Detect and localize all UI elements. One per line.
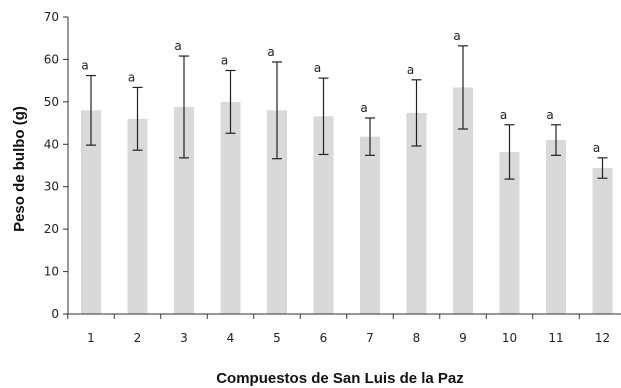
x-tick-label-6: 6 — [320, 331, 328, 345]
x-tick-label-2: 2 — [134, 331, 142, 345]
bar-3 — [174, 106, 194, 314]
significance-label-8: a — [407, 63, 414, 77]
x-tick-label-12: 12 — [595, 331, 610, 345]
bar-5 — [267, 110, 287, 314]
significance-label-1: a — [81, 59, 88, 73]
x-tick-labels-layer: 1 2 3 4 5 6 7 8 9 10 11 12 — [87, 331, 610, 345]
bars-layer — [81, 87, 613, 314]
x-tick-label-5: 5 — [273, 331, 281, 345]
significance-label-9: a — [453, 29, 460, 43]
error-bar-5 — [272, 61, 282, 160]
significance-label-6: a — [314, 61, 321, 75]
error-bar-3 — [179, 55, 189, 159]
x-tick-label-8: 8 — [413, 331, 421, 345]
bar-10 — [499, 151, 520, 314]
bar-6 — [313, 116, 334, 314]
bar-12 — [592, 168, 613, 314]
significance-label-2: a — [128, 70, 135, 84]
bar-7 — [360, 136, 380, 314]
x-tick-label-7: 7 — [366, 331, 374, 345]
error-bar-2 — [132, 86, 143, 151]
y-tick-label-40: 40 — [44, 137, 59, 151]
bar-9 — [453, 87, 473, 314]
y-tick-label-50: 50 — [44, 95, 59, 109]
significance-label-10: a — [500, 108, 507, 122]
significance-label-5: a — [267, 45, 274, 59]
x-tick-label-10: 10 — [502, 331, 517, 345]
x-tick-label-9: 9 — [459, 331, 467, 345]
error-bar-12 — [597, 157, 608, 179]
significance-label-12: a — [593, 141, 600, 155]
x-tick-label-1: 1 — [87, 331, 95, 345]
significance-label-3: a — [174, 39, 181, 53]
error-bar-10 — [504, 124, 515, 180]
error-bar-8 — [411, 79, 422, 147]
bar-11 — [546, 140, 566, 314]
x-axis-title: Compuestos de San Luis de la Paz — [216, 370, 464, 387]
y-tick-label-60: 60 — [44, 52, 59, 66]
significance-label-7: a — [360, 101, 367, 115]
y-tick-label-20: 20 — [44, 222, 59, 236]
bar-2 — [127, 118, 148, 314]
error-bar-4 — [225, 69, 236, 134]
error-bar-9 — [458, 45, 468, 130]
axes-layer — [63, 16, 621, 319]
x-tick-label-4: 4 — [227, 331, 235, 345]
y-tick-label-10: 10 — [44, 265, 59, 279]
significance-labels-layer: a a a a a a a a a a a a — [81, 29, 600, 155]
y-tick-label-30: 30 — [44, 180, 59, 194]
significance-label-11: a — [546, 108, 553, 122]
y-axis-title: Peso de bulbo (g) — [11, 106, 28, 232]
y-tick-label-70: 70 — [44, 10, 59, 24]
error-bar-6 — [318, 77, 329, 156]
bar-4 — [220, 101, 241, 314]
x-tick-label-11: 11 — [548, 331, 563, 345]
error-bars-layer — [86, 45, 608, 180]
bar-8 — [406, 112, 427, 314]
error-bar-11 — [551, 124, 561, 156]
error-bar-7 — [365, 117, 375, 156]
x-tick-label-3: 3 — [180, 331, 188, 345]
y-tick-label-0: 0 — [51, 307, 59, 321]
significance-label-4: a — [221, 53, 228, 67]
error-bar-1 — [86, 74, 96, 146]
bar-1 — [81, 110, 101, 314]
y-tick-labels-layer: 0 10 20 30 40 50 60 70 — [44, 10, 59, 321]
